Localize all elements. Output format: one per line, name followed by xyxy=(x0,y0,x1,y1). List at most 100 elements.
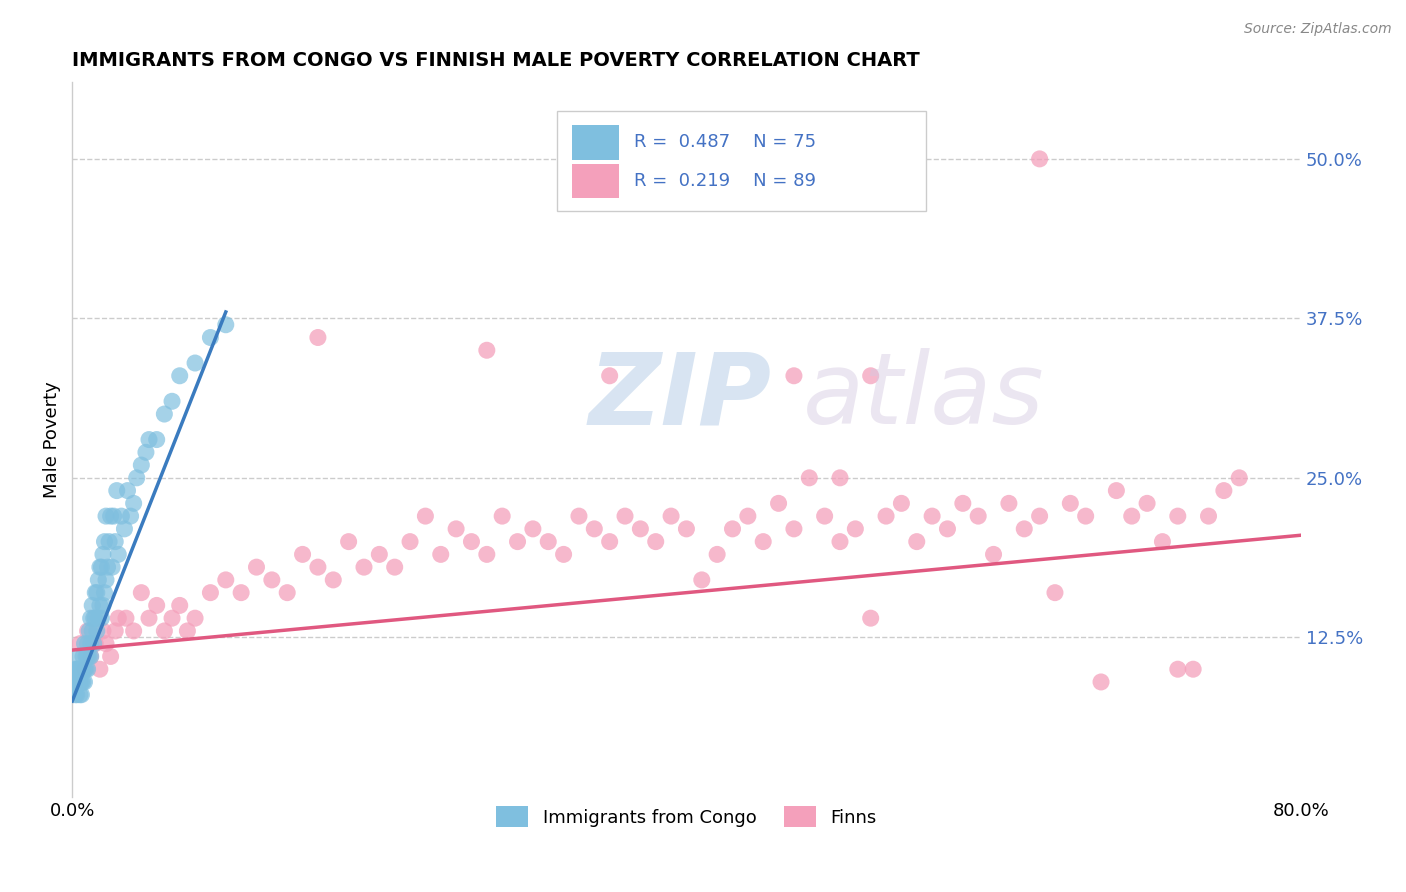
Point xyxy=(86,585,108,599)
Text: atlas: atlas xyxy=(803,348,1045,445)
Point xyxy=(107,548,129,562)
Point xyxy=(553,548,575,562)
FancyBboxPatch shape xyxy=(557,111,927,211)
Point xyxy=(70,675,93,690)
Point xyxy=(690,573,713,587)
Point xyxy=(105,483,128,498)
Point xyxy=(69,688,91,702)
Point xyxy=(62,675,84,690)
Point xyxy=(73,662,96,676)
Point xyxy=(145,599,167,613)
Point xyxy=(131,585,153,599)
Point xyxy=(125,471,148,485)
Point xyxy=(67,675,90,690)
Point xyxy=(890,496,912,510)
Point xyxy=(98,534,121,549)
Point xyxy=(135,445,157,459)
Point xyxy=(83,637,105,651)
Point xyxy=(69,675,91,690)
Point xyxy=(73,637,96,651)
Point xyxy=(72,675,94,690)
Point xyxy=(568,509,591,524)
Point xyxy=(87,573,110,587)
Point xyxy=(475,548,498,562)
Point xyxy=(537,534,560,549)
Point xyxy=(1212,483,1234,498)
Point xyxy=(169,599,191,613)
Point xyxy=(1121,509,1143,524)
Point xyxy=(859,611,882,625)
Point xyxy=(79,649,101,664)
Point xyxy=(936,522,959,536)
Point xyxy=(200,330,222,344)
Point xyxy=(79,649,101,664)
FancyBboxPatch shape xyxy=(572,125,619,160)
Point xyxy=(153,624,176,638)
Point xyxy=(138,611,160,625)
Point xyxy=(82,624,104,638)
Point xyxy=(952,496,974,510)
Point xyxy=(91,599,114,613)
Point xyxy=(1167,509,1189,524)
Point xyxy=(77,624,100,638)
Point xyxy=(614,509,637,524)
Point xyxy=(429,548,451,562)
Point xyxy=(96,560,118,574)
Point xyxy=(706,548,728,562)
Point xyxy=(176,624,198,638)
Point xyxy=(215,573,238,587)
Point xyxy=(79,637,101,651)
Point xyxy=(1136,496,1159,510)
Point xyxy=(675,522,697,536)
Legend: Immigrants from Congo, Finns: Immigrants from Congo, Finns xyxy=(489,799,884,834)
Point xyxy=(75,662,97,676)
Point xyxy=(583,522,606,536)
Point xyxy=(83,611,105,625)
Point xyxy=(70,688,93,702)
Point xyxy=(79,611,101,625)
Point xyxy=(276,585,298,599)
Point xyxy=(93,585,115,599)
Point xyxy=(101,560,124,574)
Point xyxy=(100,509,122,524)
Point xyxy=(72,662,94,676)
Point xyxy=(86,624,108,638)
Point xyxy=(245,560,267,574)
Point xyxy=(94,509,117,524)
Point xyxy=(93,534,115,549)
Point xyxy=(737,509,759,524)
Point xyxy=(859,368,882,383)
Point xyxy=(599,368,621,383)
Point xyxy=(89,662,111,676)
Point xyxy=(169,368,191,383)
Point xyxy=(491,509,513,524)
Point xyxy=(117,483,139,498)
Point xyxy=(905,534,928,549)
Point xyxy=(65,688,87,702)
Point xyxy=(337,534,360,549)
Point xyxy=(66,675,89,690)
Point xyxy=(1167,662,1189,676)
Point xyxy=(115,611,138,625)
Point xyxy=(307,560,329,574)
Point xyxy=(522,522,544,536)
Point xyxy=(76,662,98,676)
Point xyxy=(76,624,98,638)
Point xyxy=(84,611,107,625)
Point xyxy=(77,649,100,664)
Point xyxy=(100,649,122,664)
Point xyxy=(215,318,238,332)
Point xyxy=(307,330,329,344)
Point xyxy=(260,573,283,587)
Point xyxy=(153,407,176,421)
Point xyxy=(73,675,96,690)
Point xyxy=(90,611,112,625)
Point xyxy=(84,585,107,599)
Point xyxy=(752,534,775,549)
Text: ZIP: ZIP xyxy=(588,348,770,445)
Point xyxy=(184,611,207,625)
Text: IMMIGRANTS FROM CONGO VS FINNISH MALE POVERTY CORRELATION CHART: IMMIGRANTS FROM CONGO VS FINNISH MALE PO… xyxy=(72,51,920,70)
Y-axis label: Male Poverty: Male Poverty xyxy=(44,381,60,498)
Point xyxy=(475,343,498,358)
Text: Source: ZipAtlas.com: Source: ZipAtlas.com xyxy=(1244,22,1392,37)
